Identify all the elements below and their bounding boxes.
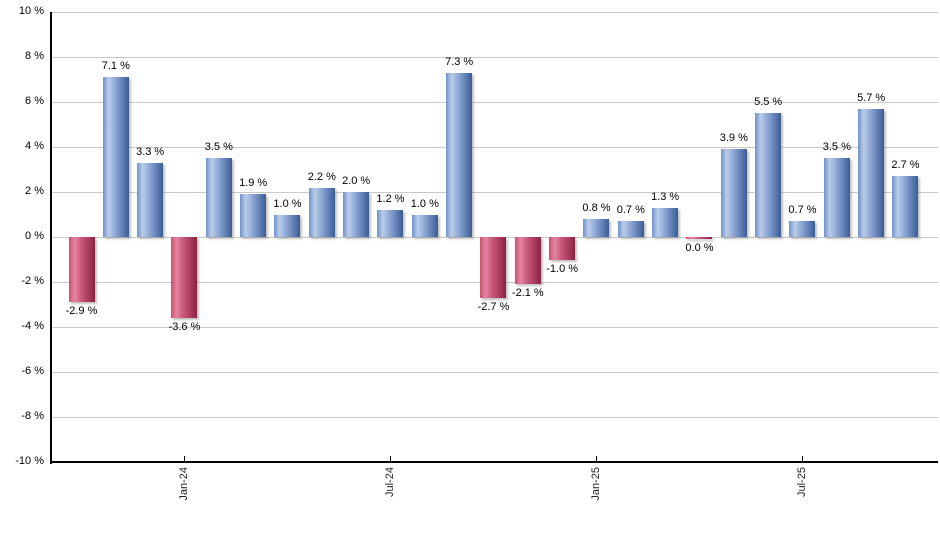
bar — [446, 72, 473, 237]
bar — [171, 237, 198, 318]
gridline — [52, 417, 938, 418]
x-axis-tick — [183, 456, 185, 461]
y-axis-line — [50, 12, 52, 464]
y-axis-label: -4 % — [21, 320, 44, 332]
y-axis-label: 10 % — [18, 5, 44, 17]
bar-value-label: 2.2 % — [307, 170, 336, 183]
gridline — [52, 327, 938, 328]
y-axis-label: 0 % — [25, 230, 44, 242]
bar-value-label: 3.5 % — [822, 141, 851, 154]
bar — [514, 237, 541, 285]
x-axis-tick — [595, 456, 597, 461]
bar-value-label: -1.0 % — [546, 262, 579, 275]
x-axis-label: Jul-24 — [384, 467, 397, 497]
bar — [274, 214, 301, 237]
y-axis-label: -2 % — [21, 275, 44, 287]
bar — [102, 77, 129, 237]
bar-value-label: 3.5 % — [204, 141, 233, 154]
y-axis-label: 6 % — [25, 95, 44, 107]
bar — [549, 237, 576, 260]
y-axis-label: -10 % — [15, 455, 44, 467]
bar — [686, 237, 713, 239]
gridline — [52, 102, 938, 103]
bar — [720, 149, 747, 237]
bar — [68, 237, 95, 303]
bar-value-label: 1.0 % — [273, 197, 302, 210]
bar-value-label: 2.7 % — [891, 159, 920, 172]
bar-value-label: 2.0 % — [342, 175, 371, 187]
x-axis-tick — [801, 456, 803, 461]
gridline — [52, 192, 938, 193]
bar — [583, 219, 610, 237]
x-axis-tick — [389, 456, 391, 461]
bar — [411, 214, 438, 237]
gridline — [52, 57, 938, 58]
bar-value-label: 1.0 % — [410, 197, 439, 210]
bar — [617, 221, 644, 237]
x-axis-label: Jan-24 — [178, 467, 191, 501]
plot-area: -2.9 % 7.1 % 3.3 % -3.6 % 3.5 % 1.9 % 1.0 % 2.2… — [50, 12, 938, 501]
bar-value-label: 7.1 % — [101, 60, 130, 73]
y-axis-label: 2 % — [25, 185, 44, 197]
y-axis-label: 8 % — [25, 50, 44, 62]
bar — [652, 207, 679, 237]
bar-value-label: -2.9 % — [65, 305, 98, 318]
y-axis-label: 4 % — [25, 140, 44, 152]
bar — [377, 210, 404, 237]
bar-value-label: 3.3 % — [136, 145, 165, 158]
bar-value-label: 0.7 % — [788, 204, 817, 217]
bar — [892, 176, 919, 237]
bar-value-label: 1.3 % — [651, 190, 680, 203]
bar-value-label: 5.5 % — [754, 96, 783, 109]
gridline — [52, 147, 938, 148]
bar — [205, 158, 232, 237]
x-axis-line — [50, 461, 938, 463]
bar — [308, 187, 335, 237]
bar — [823, 158, 850, 237]
gridline — [52, 372, 938, 373]
gridline — [52, 12, 938, 13]
bar-value-label: -2.7 % — [477, 300, 510, 313]
bar-value-label: 7.3 % — [445, 55, 474, 68]
bar-value-label: -3.6 % — [168, 321, 201, 333]
bar — [240, 194, 267, 237]
bar — [137, 162, 164, 237]
bar-value-label: 1.2 % — [376, 193, 405, 205]
bar — [480, 237, 507, 298]
bar — [343, 192, 370, 237]
y-axis-label: -6 % — [21, 365, 44, 377]
bar-value-label: 1.9 % — [239, 177, 268, 190]
bar — [858, 108, 885, 237]
y-axis-label: -8 % — [21, 410, 44, 422]
bar-value-label: 3.9 % — [719, 132, 748, 145]
bar-value-label: 0.0 % — [685, 242, 714, 254]
bar-value-label: 0.7 % — [616, 204, 645, 217]
bar-value-label: 5.7 % — [857, 91, 886, 104]
bar — [789, 221, 816, 237]
bar — [755, 113, 782, 237]
x-axis-label: Jul-25 — [796, 467, 809, 497]
bar-value-label: 0.8 % — [582, 202, 611, 214]
x-axis-label: Jan-25 — [590, 467, 603, 501]
bar-value-label: -2.1 % — [511, 287, 544, 300]
